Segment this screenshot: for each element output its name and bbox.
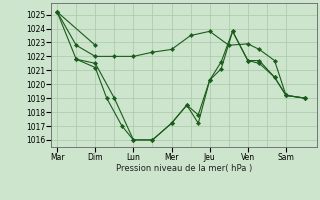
X-axis label: Pression niveau de la mer( hPa ): Pression niveau de la mer( hPa ) bbox=[116, 164, 252, 173]
